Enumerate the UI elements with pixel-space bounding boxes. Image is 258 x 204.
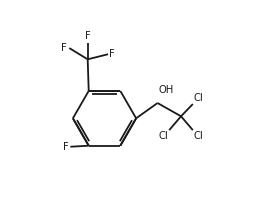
Text: OH: OH	[159, 85, 174, 95]
Text: Cl: Cl	[194, 93, 203, 103]
Text: Cl: Cl	[194, 131, 203, 141]
Text: Cl: Cl	[159, 131, 168, 141]
Text: F: F	[61, 43, 67, 53]
Text: F: F	[85, 31, 91, 41]
Text: F: F	[62, 142, 68, 152]
Text: F: F	[109, 49, 115, 59]
